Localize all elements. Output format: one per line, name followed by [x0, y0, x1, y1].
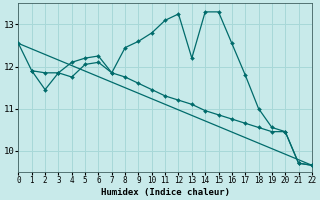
- X-axis label: Humidex (Indice chaleur): Humidex (Indice chaleur): [101, 188, 230, 197]
